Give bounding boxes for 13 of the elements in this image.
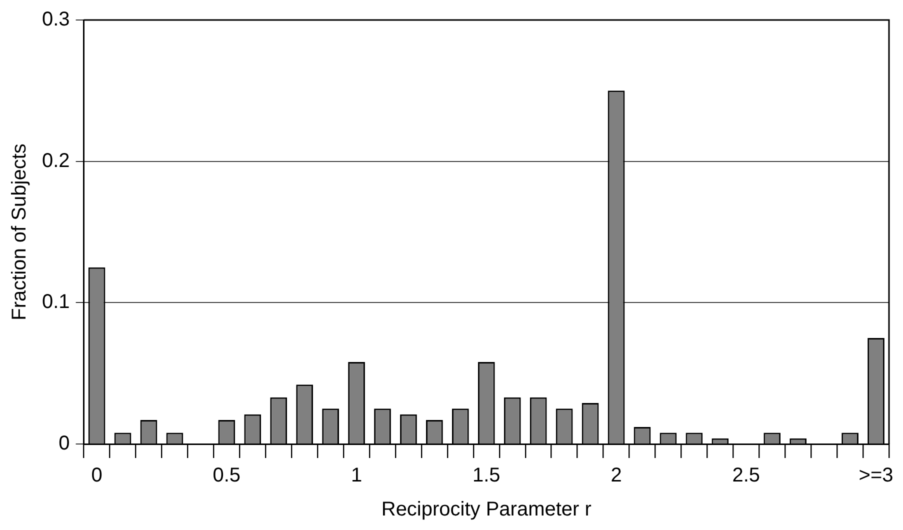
- x-axis-title: Reciprocity Parameter r: [381, 498, 592, 521]
- x-tick-label: >=3: [858, 464, 894, 487]
- x-tick-label: 0: [91, 464, 102, 487]
- x-tick-label: 2.5: [732, 464, 760, 487]
- x-tick-label: 1.5: [472, 464, 500, 487]
- y-tick-label: 0: [58, 432, 70, 455]
- y-tick-label: 0.2: [42, 150, 70, 172]
- x-tick-label: 1: [350, 464, 362, 487]
- x-tick-label: 2: [610, 464, 622, 487]
- y-axis-title: Fraction of Subjects: [8, 144, 31, 320]
- x-tick-label: 0.5: [212, 464, 241, 487]
- y-tick-label: 0.3: [42, 8, 70, 31]
- y-tick-label: 0.1: [42, 291, 70, 314]
